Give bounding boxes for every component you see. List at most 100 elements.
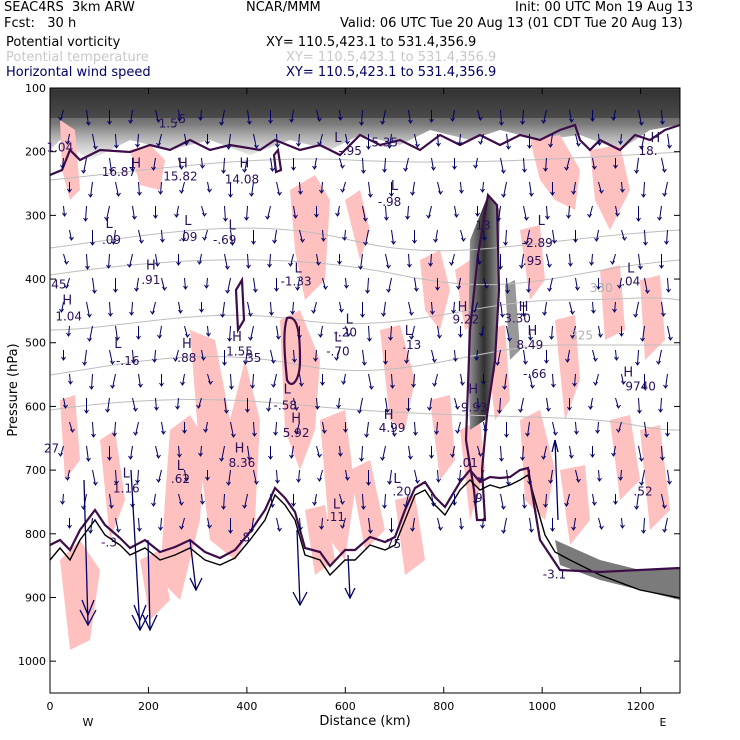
wind-vector-head [527, 144, 532, 149]
pv-value-label: -.70 [326, 344, 349, 358]
wind-vector [273, 373, 277, 388]
wind-vector [115, 517, 119, 533]
wind-vector-head [154, 406, 159, 411]
wind-vector [598, 517, 602, 530]
plot-frame [49, 87, 681, 694]
wind-vector [86, 109, 89, 126]
wind-vector [107, 397, 110, 413]
pv-value-label: .91 [141, 273, 160, 287]
wind-vector-head [548, 143, 553, 148]
wind-vector-head [380, 456, 385, 461]
wind-vector [160, 181, 162, 195]
wind-vector [184, 277, 186, 290]
wind-vector [345, 325, 349, 337]
wind-vector [552, 373, 554, 388]
wind-vector [221, 445, 225, 462]
wind-vector-head [201, 356, 206, 361]
wind-vector [458, 277, 461, 290]
wind-vector [545, 157, 547, 172]
wind-vector [298, 133, 300, 147]
wind-vector [201, 205, 205, 217]
wind-vector-head [667, 480, 672, 485]
wind-vector-head [614, 356, 619, 361]
y-tick-label: 1000 [18, 655, 46, 668]
wind-vector-head [386, 264, 391, 269]
wind-vector [181, 517, 185, 530]
wind-vector [566, 157, 570, 171]
wind-vector [161, 277, 165, 291]
wind-vector [342, 517, 346, 529]
wind-vector [575, 469, 579, 483]
wind-vector [63, 397, 66, 409]
pressure-center-marker: H [62, 294, 72, 309]
pressure-center-marker: L [284, 383, 292, 398]
wind-vector [182, 373, 185, 386]
wind-vector [550, 133, 553, 148]
wind-vector [638, 109, 642, 126]
wind-vector [598, 181, 602, 194]
wind-vector-head [592, 165, 597, 170]
wind-vector [620, 469, 622, 481]
wind-vector-head [498, 265, 503, 270]
wind-vector [62, 493, 64, 505]
wind-vector [250, 325, 254, 341]
wind-vector [505, 229, 507, 246]
pv-value-label: .20 [392, 485, 411, 499]
wind-vector [620, 133, 622, 145]
wind-vector [339, 301, 342, 313]
wind-vector-head [156, 142, 161, 147]
wind-vector-head [438, 526, 443, 531]
wind-vector [592, 301, 594, 314]
wind-vector-head [362, 361, 367, 366]
pv-value-label: .95 [523, 254, 542, 268]
wind-vector-head [225, 289, 230, 294]
wind-vector-head [156, 118, 161, 123]
wind-vector [178, 109, 180, 122]
wind-vector-head [115, 336, 120, 341]
wind-vector [223, 157, 225, 174]
wind-vector-head [158, 526, 163, 531]
wind-vector [251, 517, 254, 533]
wind-vector [362, 349, 365, 366]
wind-vector-head [587, 213, 592, 218]
wind-vector-head [497, 409, 502, 414]
wind-vector-head [478, 476, 483, 481]
wind-vector-head [198, 116, 203, 121]
wind-vector-head [82, 361, 87, 366]
wind-vector [155, 253, 158, 267]
wind-vector [483, 421, 486, 433]
pv-value-label: -.58 [274, 399, 297, 413]
wind-vector-head [204, 284, 209, 289]
pv-value-label: -3.1 [543, 567, 566, 581]
wind-vector-head [361, 505, 366, 510]
x-tick-label: 400 [236, 700, 257, 713]
wind-vector-head [311, 309, 316, 314]
wind-vector [664, 181, 668, 197]
wind-vector [566, 493, 570, 507]
wind-vector [497, 349, 501, 366]
wind-vector-head [292, 358, 297, 363]
wind-vector [297, 277, 300, 291]
wind-vector-head [182, 429, 187, 434]
wind-vector-head [476, 404, 481, 409]
wind-vector [543, 445, 547, 460]
wind-vector-head [291, 502, 296, 507]
wind-vector [223, 493, 225, 510]
wind-vector-head [205, 476, 210, 481]
wind-vector-head [294, 430, 299, 435]
wind-vector [153, 493, 156, 507]
wind-vector [499, 397, 501, 414]
wind-vector [437, 325, 440, 339]
wind-vector-head [386, 288, 391, 293]
wind-vector-head [571, 190, 576, 195]
wind-vector-head [475, 212, 480, 217]
wind-vector [435, 229, 438, 243]
wind-vector-head [151, 502, 156, 507]
wind-vector-head [506, 145, 511, 150]
wind-vector-head [111, 240, 116, 245]
wind-vector [545, 493, 547, 508]
wind-vector [366, 421, 369, 438]
wind-vector-head [641, 529, 646, 534]
wind-vector [251, 181, 254, 197]
pv-value-label: 5.35 [371, 136, 398, 150]
